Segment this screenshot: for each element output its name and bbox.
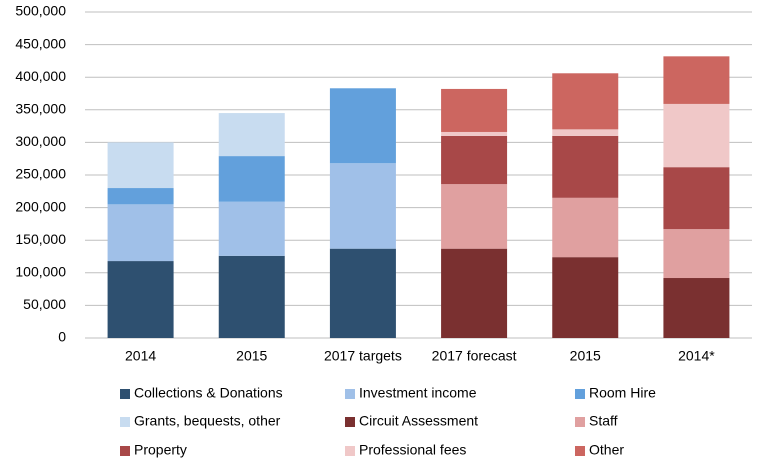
bar-segment (107, 261, 174, 338)
legend-swatch (345, 417, 355, 427)
legend-label: Other (589, 442, 624, 458)
y-tick-label: 0 (58, 329, 66, 345)
bar-segment (552, 135, 619, 198)
bar-segment (552, 73, 619, 130)
legend-swatch (575, 389, 585, 399)
y-tick-label: 250,000 (15, 166, 66, 182)
legend-swatch (120, 417, 130, 427)
x-tick-label: 2015 (570, 348, 601, 364)
x-tick-label: 2014* (678, 348, 715, 364)
y-tick-label: 200,000 (15, 198, 66, 214)
bar-segment (663, 56, 730, 104)
bar-segment (441, 135, 508, 185)
legend-swatch (575, 446, 585, 456)
legend-label: Grants, bequests, other (134, 413, 281, 429)
bar-segment (107, 142, 174, 189)
y-tick-label: 400,000 (15, 68, 66, 84)
y-tick-label: 350,000 (15, 101, 66, 117)
bar-segment (441, 131, 508, 136)
x-tick-label: 2015 (236, 348, 267, 364)
legend-label: Investment income (359, 385, 477, 401)
legend-label: Circuit Assessment (359, 413, 478, 429)
bar-segment (552, 197, 619, 258)
y-tick-label: 150,000 (15, 231, 66, 247)
y-tick-label: 50,000 (23, 296, 66, 312)
bar-segment (552, 129, 619, 136)
bar-segment (663, 103, 730, 168)
bar-segment (329, 163, 396, 249)
bar-segment (441, 184, 508, 249)
x-tick-label: 2017 forecast (432, 348, 517, 364)
legend-label: Property (134, 442, 187, 458)
bar-segment (329, 248, 396, 338)
legend-label: Professional fees (359, 442, 466, 458)
bar-segment (441, 248, 508, 338)
legend-label: Room Hire (589, 385, 656, 401)
y-tick-label: 500,000 (15, 3, 66, 19)
bar-segment (663, 278, 730, 338)
legend-swatch (120, 389, 130, 399)
bar-segment (218, 113, 285, 157)
legend-swatch (575, 417, 585, 427)
bar-segment (218, 255, 285, 338)
legend-label: Staff (589, 413, 618, 429)
legend-swatch (345, 389, 355, 399)
bar-segment (552, 257, 619, 338)
x-tick-label: 2014 (125, 348, 156, 364)
bar-segment (218, 156, 285, 202)
bar-segment (218, 201, 285, 256)
legend-label: Collections & Donations (134, 385, 283, 401)
bar-segment (663, 167, 730, 230)
bar-segment (329, 88, 396, 164)
y-tick-label: 450,000 (15, 35, 66, 51)
bar-segment (107, 188, 174, 205)
bar-segment (441, 88, 508, 132)
y-tick-label: 100,000 (15, 264, 66, 280)
bar-segment (663, 229, 730, 279)
y-tick-label: 300,000 (15, 133, 66, 149)
x-tick-label: 2017 targets (324, 348, 402, 364)
legend-swatch (345, 446, 355, 456)
bar-segment (107, 204, 174, 262)
legend-swatch (120, 446, 130, 456)
